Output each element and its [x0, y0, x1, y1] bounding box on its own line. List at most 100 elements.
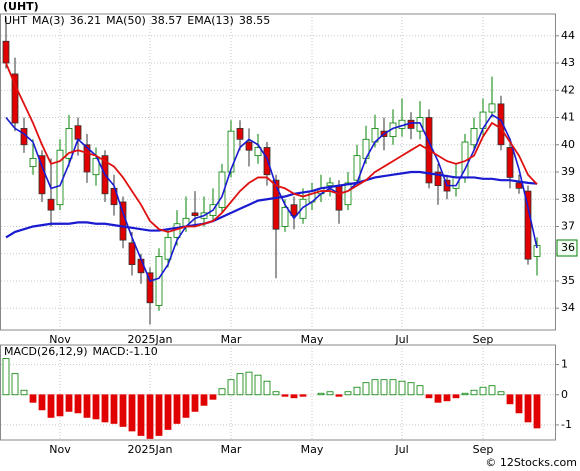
macd-bar — [65, 394, 73, 412]
macd-bar — [461, 392, 469, 396]
macd-bar — [173, 394, 181, 424]
candle-body — [497, 103, 505, 146]
y-tick-label: 1 — [561, 358, 568, 371]
macd-bar — [164, 394, 172, 430]
macd-bar — [200, 394, 208, 406]
macd-bar — [407, 382, 415, 396]
macd-bar — [182, 394, 190, 418]
candle-body — [263, 147, 271, 176]
y-tick-label: 40 — [561, 138, 575, 151]
macd-bar — [128, 394, 136, 432]
candle-body — [488, 103, 496, 113]
macd-bar — [524, 394, 532, 423]
x-tick-label: 2025Jan — [128, 333, 173, 346]
x-tick-label: Sep — [473, 333, 494, 346]
ma-line — [5, 62, 538, 233]
macd-bar — [11, 373, 19, 396]
macd-bar — [416, 385, 424, 396]
macd-bar — [263, 380, 271, 396]
macd-bar — [470, 389, 478, 396]
macd-bar — [488, 385, 496, 396]
macd-bar — [398, 380, 406, 396]
macd-bar — [191, 394, 199, 412]
legend-text: MA(50) — [106, 14, 146, 27]
candle-body — [281, 207, 289, 227]
macd-bar — [425, 394, 433, 399]
macd-bar — [353, 386, 361, 396]
candle-body — [245, 141, 253, 151]
x-tick-label: 2025Jan — [128, 443, 173, 456]
macd-bar — [254, 374, 262, 396]
macd-bar — [47, 394, 55, 418]
macd-bar — [272, 391, 280, 396]
candle-body — [272, 179, 280, 230]
macd-bar — [56, 394, 64, 417]
macd-bar — [101, 394, 109, 423]
y-tick-label: 43 — [561, 56, 575, 69]
macd-bar — [29, 394, 37, 403]
x-tick-label: Sep — [473, 443, 494, 456]
macd-bar — [299, 394, 307, 397]
candle-body — [335, 185, 343, 211]
x-tick-label: Jul — [394, 333, 408, 346]
candle-body — [326, 182, 334, 187]
macd-bar — [227, 379, 235, 396]
candle-body — [353, 155, 361, 181]
x-tick-label: May — [301, 443, 324, 456]
y-tick-label: 42 — [561, 83, 575, 96]
macd-bar — [92, 394, 100, 420]
y-tick-label: 37 — [561, 219, 575, 232]
candle-body — [506, 147, 514, 178]
y-tick-label: 38 — [561, 192, 575, 205]
macd-bar — [515, 394, 523, 414]
macd-bar — [290, 394, 298, 399]
candle-body — [524, 190, 532, 260]
macd-bar — [362, 382, 370, 396]
candle-body — [74, 125, 82, 140]
macd-bar — [479, 386, 487, 396]
candle-body — [11, 73, 19, 124]
y-tick-label: 34 — [561, 301, 575, 314]
macd-bar — [146, 394, 154, 439]
candle-body — [191, 212, 199, 216]
candle-body — [290, 204, 298, 216]
last-price-label: 36 — [561, 241, 575, 254]
legend-text: EMA(13) — [187, 14, 234, 27]
macd-bar — [317, 392, 325, 396]
x-tick-label: Mar — [221, 333, 242, 346]
macd-bar — [119, 394, 127, 427]
candle-body — [2, 40, 10, 64]
macd-bar — [506, 394, 514, 405]
candle-body — [299, 198, 307, 219]
candle-body — [92, 157, 100, 176]
candle-body — [65, 128, 73, 159]
macd-bar — [434, 394, 442, 403]
x-tick-label: Mar — [221, 443, 242, 456]
macd-bar — [2, 358, 10, 396]
macd-bar — [497, 391, 505, 396]
macd-bar — [533, 394, 541, 429]
candle-body — [164, 236, 172, 260]
macd-bar — [335, 394, 343, 397]
y-tick-label: 39 — [561, 165, 575, 178]
y-tick-label: -1 — [561, 418, 572, 431]
candle-body — [434, 171, 442, 187]
candle-body — [254, 147, 262, 157]
candle-body — [515, 182, 523, 189]
candle-body — [470, 128, 478, 146]
macd-bar — [443, 394, 451, 402]
y-tick-label: 41 — [561, 111, 575, 124]
legend-text: MA(3) — [32, 14, 65, 27]
macd-bar — [344, 391, 352, 396]
macd-bar — [245, 371, 253, 396]
macd-bar — [218, 388, 226, 396]
legend-text: MACD(26,12,9) — [4, 345, 88, 358]
legend-text: 38.55 — [239, 14, 271, 27]
legend-text: MACD:-1.10 — [93, 345, 158, 358]
footer: © 12Stocks.com — [485, 456, 577, 469]
candle-body — [29, 157, 37, 167]
candle-body — [146, 272, 154, 304]
ma-line — [5, 170, 538, 239]
chart-title: (UHT) — [3, 0, 39, 13]
candle-body — [155, 256, 163, 306]
